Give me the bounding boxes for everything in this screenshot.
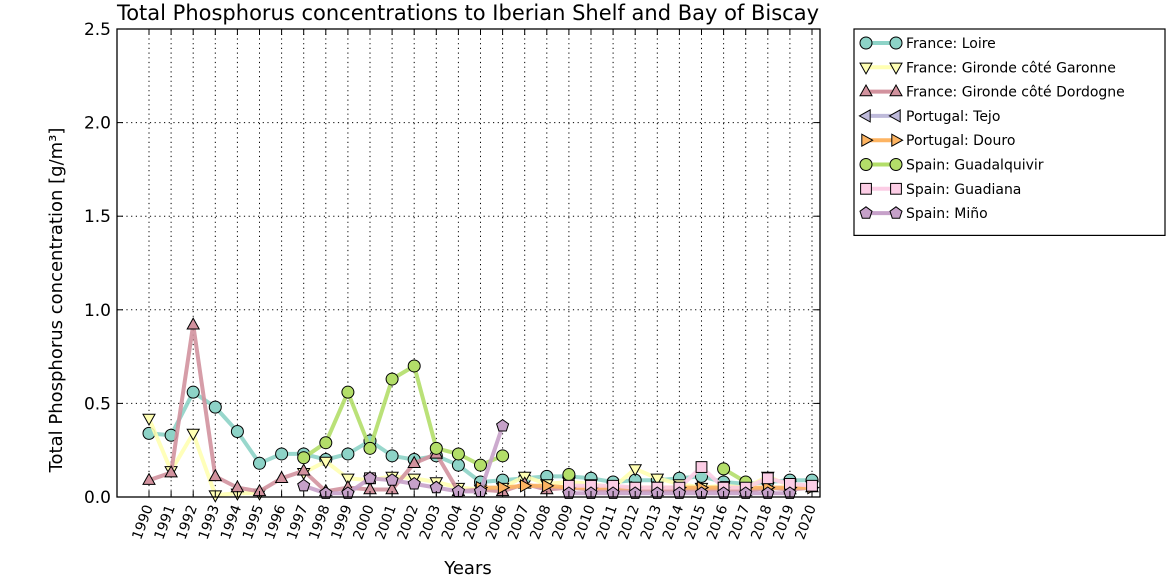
legend-marker (859, 206, 873, 219)
data-point (208, 400, 222, 414)
legend-label: France: Loire (906, 36, 996, 52)
legend-marker (891, 133, 904, 148)
legend-box (853, 28, 1166, 236)
y-tick-label: 0.0 (84, 488, 111, 508)
data-point (429, 441, 443, 455)
y-axis-label: Total Phosphorus concentration [g/m³] (46, 128, 67, 474)
data-point (474, 458, 487, 472)
data-point (407, 476, 421, 490)
data-point (297, 478, 311, 492)
legend-marker (859, 83, 873, 97)
data-point (806, 479, 818, 492)
series-line (301, 423, 505, 496)
data-point (451, 458, 465, 472)
x-axis-label: Years (443, 558, 492, 579)
data-point (142, 413, 156, 427)
data-point (496, 449, 510, 463)
data-point (717, 462, 731, 476)
y-tick-label: 1.0 (84, 301, 111, 321)
legend-entry: France: Gironde côté Dordogne (859, 83, 1125, 101)
legend-entry: Portugal: Douro (861, 133, 1015, 149)
y-axis-label-text: Total Phosphorus concentration [g/m³] (46, 128, 67, 474)
y-tick-label: 0.5 (84, 394, 111, 414)
data-point (385, 372, 399, 386)
legend-marker (859, 62, 873, 75)
data-point (274, 470, 289, 483)
data-point (341, 447, 355, 461)
data-point (650, 473, 665, 486)
legend-marker (859, 158, 873, 171)
data-point (385, 473, 399, 486)
legend: France: Loire France: Gironde côté Garonn… (853, 28, 1166, 236)
legend-marker (889, 62, 903, 75)
data-point (341, 385, 355, 399)
legend-label: Portugal: Tejo (906, 109, 1000, 125)
data-point (318, 456, 333, 470)
data-point (164, 465, 178, 478)
legend-marker (860, 182, 872, 195)
legend-marker (889, 83, 903, 97)
data-point (186, 385, 200, 399)
legend-label: France: Gironde côté Dordogne (906, 85, 1125, 101)
legend-marker (859, 36, 873, 50)
series-layer (142, 317, 820, 503)
legend-label: Portugal: Douro (906, 133, 1015, 149)
legend-label: Spain: Guadalquivir (906, 158, 1044, 174)
data-point (341, 473, 355, 486)
legend-label: Spain: Guadiana (906, 182, 1021, 198)
data-point (297, 451, 311, 465)
series-spain-guadalquivir (297, 359, 753, 489)
legend-entry: Spain: Miño (859, 206, 988, 222)
data-point (628, 464, 643, 477)
data-point (451, 447, 465, 461)
legend-marker (861, 133, 874, 148)
legend-marker (888, 109, 901, 123)
legend-marker (889, 158, 903, 171)
legend-marker (889, 206, 903, 219)
data-point (363, 471, 377, 484)
data-point (407, 359, 421, 373)
data-point (562, 468, 576, 482)
legend-marker (858, 109, 871, 123)
plot-frame (116, 28, 821, 498)
legend-label: France: Gironde côté Garonne (906, 60, 1116, 76)
y-tick-label: 2.5 (84, 20, 111, 40)
data-point (542, 478, 555, 493)
data-point (496, 418, 510, 432)
y-tick-label: 2.0 (84, 114, 111, 134)
chart-title: Total Phosphorus concentrations to Iberi… (116, 1, 819, 25)
legend-entry: Spain: Guadiana (860, 182, 1021, 198)
data-point (186, 428, 201, 442)
data-point (407, 455, 422, 468)
axes: 0.00.51.01.52.02.51990199119921993199419… (84, 20, 821, 542)
data-point (363, 441, 377, 455)
legend-marker (889, 36, 903, 50)
legend-entry: France: Gironde côté Garonne (859, 60, 1116, 76)
data-point (253, 456, 266, 470)
data-point (186, 317, 201, 330)
data-point (761, 472, 774, 485)
legend-marker (890, 182, 902, 195)
data-point (142, 472, 156, 485)
legend-entry: Spain: Guadalquivir (859, 158, 1044, 174)
legend-label: Spain: Miño (906, 206, 988, 222)
data-point (385, 449, 399, 463)
data-point (520, 478, 533, 493)
data-point (275, 447, 289, 461)
data-point (497, 480, 511, 495)
y-tick-label: 1.5 (84, 207, 111, 227)
series-line (301, 364, 505, 468)
data-point (230, 424, 244, 438)
data-point (695, 461, 708, 473)
legend-entry: France: Loire (859, 36, 996, 52)
legend-entry: Portugal: Tejo (858, 109, 1000, 125)
data-point (296, 463, 311, 476)
data-point (208, 468, 223, 482)
data-point (319, 436, 333, 450)
grid (117, 28, 820, 498)
